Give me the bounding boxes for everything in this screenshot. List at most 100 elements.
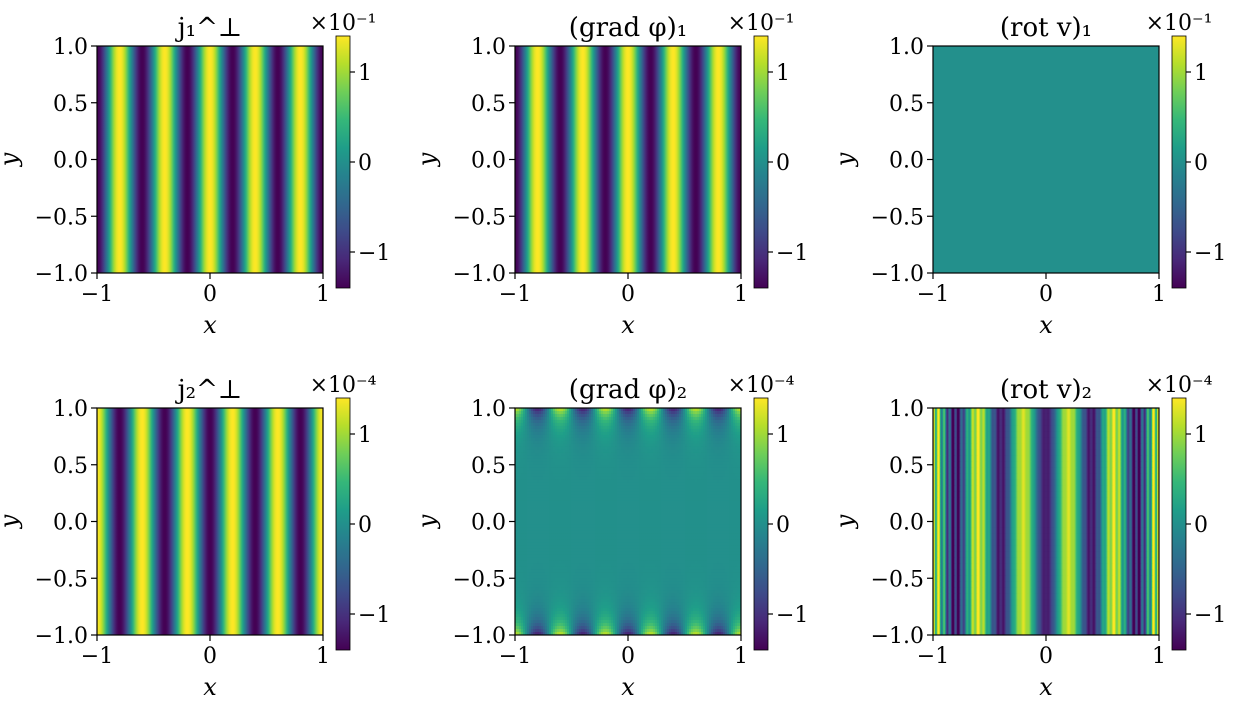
heatmap-cell [551, 467, 554, 472]
heatmap-cell [731, 533, 734, 537]
heatmap-cell [525, 446, 528, 451]
heatmap-cell [715, 452, 718, 457]
heatmap-cell [669, 527, 672, 531]
heatmap-cell [555, 431, 558, 436]
heatmap-cell [583, 524, 586, 528]
heatmap-cell [581, 512, 584, 516]
heatmap-cell [661, 467, 664, 472]
heatmap-cell [555, 530, 558, 534]
heatmap-cell [673, 410, 676, 415]
heatmap-cell [655, 443, 658, 448]
heatmap-cell [695, 476, 698, 481]
heatmap-cell [567, 455, 570, 460]
heatmap-cell [671, 497, 674, 501]
heatmap-cell [603, 446, 606, 451]
heatmap-cell [641, 482, 644, 487]
heatmap-cell [655, 446, 658, 451]
heatmap-cell [607, 425, 610, 430]
heatmap-cell [653, 518, 656, 522]
heatmap-cell [703, 500, 706, 504]
heatmap-cell [723, 500, 726, 504]
heatmap-cell [733, 524, 736, 528]
heatmap-cell [701, 497, 704, 501]
heatmap-cell [667, 476, 670, 481]
heatmap-cell [707, 458, 710, 463]
heatmap-cell [595, 446, 598, 451]
heatmap-cell [677, 416, 680, 421]
heatmap-cell [703, 452, 706, 457]
heatmap-cell [625, 449, 628, 454]
heatmap-cell [617, 408, 620, 412]
heatmap-cell [541, 506, 544, 510]
heatmap-cell [703, 530, 706, 534]
heatmap-cell [605, 416, 608, 421]
heatmap-cell [689, 416, 692, 421]
heatmap-cell [699, 488, 702, 493]
heatmap-cell [693, 527, 696, 531]
heatmap-cell [581, 476, 584, 481]
heatmap-cell [541, 422, 544, 427]
heatmap-cell [675, 512, 678, 516]
heatmap-cell [643, 410, 646, 415]
heatmap-cell [609, 467, 612, 472]
heatmap-cell [621, 416, 624, 421]
heatmap-cell [545, 467, 548, 472]
heatmap-cell [599, 485, 602, 490]
heatmap-cell [531, 515, 534, 519]
heatmap-cell [545, 491, 548, 496]
heatmap-cell [611, 408, 614, 412]
heatmap-cell [517, 497, 520, 501]
heatmap-cell [685, 446, 688, 451]
heatmap-cell [641, 440, 644, 445]
heatmap-cell [671, 533, 674, 537]
heatmap-cell [525, 524, 528, 528]
heatmap-cell [693, 512, 696, 516]
heatmap-cell [681, 509, 684, 513]
heatmap-cell [535, 500, 538, 504]
heatmap-cell [517, 443, 520, 448]
heatmap-cell [555, 449, 558, 454]
heatmap-cell [685, 413, 688, 418]
heatmap-cell [717, 479, 720, 484]
heatmap-cell [657, 449, 660, 454]
heatmap-cell [531, 455, 534, 460]
heatmap-cell [629, 425, 632, 430]
heatmap-cell [735, 518, 738, 522]
heatmap-cell [729, 527, 732, 531]
heatmap-cell [725, 455, 728, 460]
heatmap-cell [679, 431, 682, 436]
heatmap-cell [703, 524, 706, 528]
heatmap-cell [653, 488, 656, 493]
heatmap-cell [629, 449, 632, 454]
heatmap-cell [561, 452, 564, 457]
heatmap-cell [609, 482, 612, 487]
heatmap-cell [585, 419, 588, 424]
heatmap-cell [679, 437, 682, 442]
y-tick-label: 0.0 [53, 511, 88, 536]
heatmap-cell [717, 422, 720, 427]
heatmap-cell [707, 497, 710, 501]
heatmap-cell [631, 455, 634, 460]
heatmap-cell [553, 408, 556, 412]
heatmap-cell [597, 443, 600, 448]
heatmap-cell [635, 485, 638, 490]
heatmap-cell [705, 500, 708, 504]
heatmap-cell [649, 464, 652, 469]
heatmap-cell [523, 455, 526, 460]
heatmap-cell [663, 524, 666, 528]
heatmap-cell [577, 461, 580, 466]
heatmap-cell [539, 473, 542, 478]
heatmap-cell [655, 410, 658, 415]
heatmap-cell [631, 488, 634, 493]
heatmap-cell [617, 497, 620, 501]
heatmap-cell [739, 494, 742, 499]
heatmap-cell [515, 408, 518, 412]
heatmap-cell [607, 440, 610, 445]
heatmap-cell [581, 494, 584, 499]
heatmap-cell [707, 455, 710, 460]
heatmap-cell [557, 440, 560, 445]
heatmap-cell [603, 470, 606, 475]
heatmap-cell [723, 476, 726, 481]
heatmap-cell [725, 497, 728, 501]
heatmap-cell [613, 416, 616, 421]
